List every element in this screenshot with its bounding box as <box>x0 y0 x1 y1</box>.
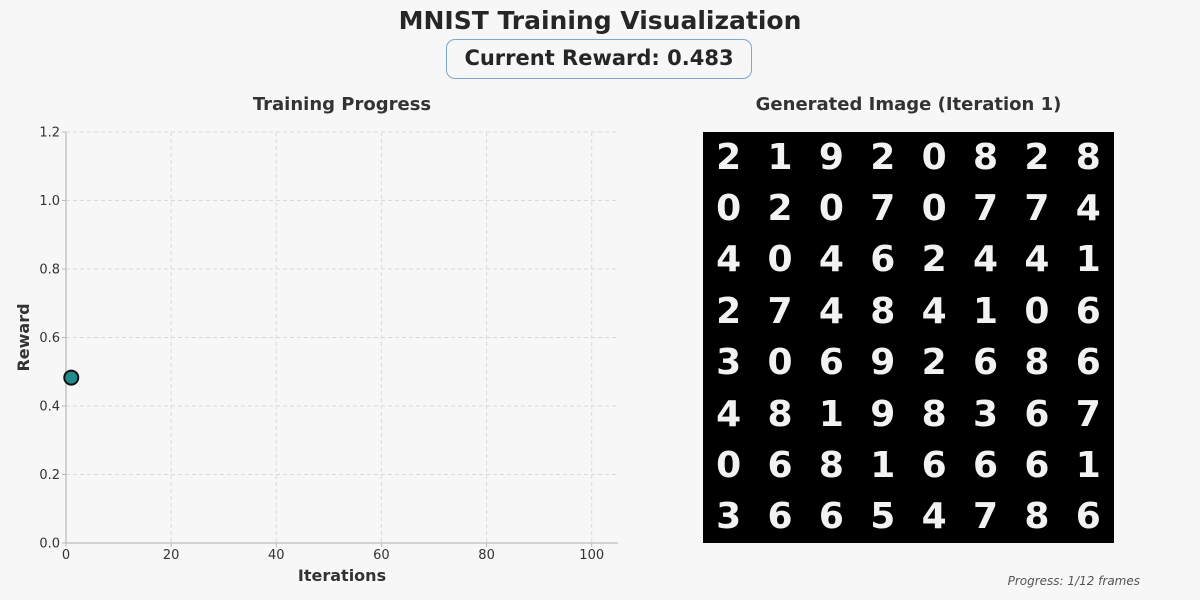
digit-sample: 1 <box>1063 440 1114 491</box>
digit-sample: 6 <box>1063 286 1114 337</box>
digit-sample: 4 <box>909 492 960 543</box>
digit-sample: 8 <box>960 132 1011 183</box>
digit-sample: 8 <box>754 389 805 440</box>
digit-sample: 8 <box>806 440 857 491</box>
digit-sample: 6 <box>806 492 857 543</box>
y-tick-label: 0.6 <box>39 331 60 346</box>
y-axis-label: Reward <box>14 303 33 371</box>
digit-sample: 0 <box>806 183 857 234</box>
y-tick-label: 0.4 <box>39 400 60 415</box>
digit-sample: 0 <box>909 183 960 234</box>
digit-sample: 7 <box>960 492 1011 543</box>
digit-sample: 0 <box>754 338 805 389</box>
digit-sample: 7 <box>1011 183 1062 234</box>
digit-sample: 4 <box>1011 235 1062 286</box>
x-tick-label: 80 <box>478 548 495 563</box>
digit-sample: 6 <box>754 492 805 543</box>
digit-sample: 1 <box>754 132 805 183</box>
digit-sample: 2 <box>909 235 960 286</box>
digit-sample: 0 <box>703 440 754 491</box>
digit-sample: 6 <box>1063 492 1114 543</box>
digit-sample: 0 <box>909 132 960 183</box>
digit-sample: 4 <box>806 286 857 337</box>
digit-sample: 1 <box>960 286 1011 337</box>
x-tick-label: 40 <box>268 548 285 563</box>
digit-sample: 9 <box>857 338 908 389</box>
digit-sample: 0 <box>703 183 754 234</box>
digit-sample: 6 <box>960 338 1011 389</box>
digit-sample: 4 <box>1063 183 1114 234</box>
digit-sample: 3 <box>960 389 1011 440</box>
digit-sample: 6 <box>1011 389 1062 440</box>
digit-sample: 5 <box>857 492 908 543</box>
y-tick-label: 0.0 <box>39 537 60 552</box>
x-tick-label: 0 <box>62 548 70 563</box>
x-tick-label: 100 <box>579 548 604 563</box>
digit-sample: 2 <box>1011 132 1062 183</box>
reward-data-point <box>64 371 78 385</box>
x-axis-label: Iterations <box>298 566 386 585</box>
digit-sample: 4 <box>909 286 960 337</box>
digit-sample: 6 <box>960 440 1011 491</box>
y-tick-label: 0.2 <box>39 468 60 483</box>
digit-sample: 6 <box>806 338 857 389</box>
digit-sample: 4 <box>703 389 754 440</box>
digit-sample: 8 <box>909 389 960 440</box>
digit-sample: 8 <box>1011 492 1062 543</box>
digit-sample: 7 <box>1063 389 1114 440</box>
digit-sample: 6 <box>1011 440 1062 491</box>
digit-sample: 6 <box>754 440 805 491</box>
digit-sample: 1 <box>806 389 857 440</box>
digit-sample: 7 <box>754 286 805 337</box>
digit-sample: 3 <box>703 338 754 389</box>
digit-sample: 4 <box>703 235 754 286</box>
digit-sample: 9 <box>857 389 908 440</box>
progress-footer: Progress: 1/12 frames <box>1008 574 1140 588</box>
digit-sample: 2 <box>703 132 754 183</box>
y-tick-label: 1.2 <box>39 126 60 141</box>
digit-sample: 2 <box>909 338 960 389</box>
digit-sample: 4 <box>960 235 1011 286</box>
digit-sample: 7 <box>857 183 908 234</box>
y-tick-label: 1.0 <box>39 194 60 209</box>
digit-sample: 8 <box>1063 132 1114 183</box>
digit-sample: 2 <box>703 286 754 337</box>
digit-sample: 0 <box>754 235 805 286</box>
digit-sample: 2 <box>754 183 805 234</box>
digit-sample: 1 <box>857 440 908 491</box>
digit-sample: 8 <box>857 286 908 337</box>
y-tick-label: 0.8 <box>39 263 60 278</box>
digit-sample: 0 <box>1011 286 1062 337</box>
digit-sample: 6 <box>909 440 960 491</box>
digit-sample: 6 <box>1063 338 1114 389</box>
digit-sample: 3 <box>703 492 754 543</box>
digit-sample: 8 <box>1011 338 1062 389</box>
digit-sample: 2 <box>857 132 908 183</box>
digit-sample: 6 <box>857 235 908 286</box>
digit-sample: 9 <box>806 132 857 183</box>
digit-sample: 1 <box>1063 235 1114 286</box>
digit-sample: 4 <box>806 235 857 286</box>
x-tick-label: 20 <box>163 548 180 563</box>
x-tick-label: 60 <box>373 548 390 563</box>
digit-sample: 7 <box>960 183 1011 234</box>
